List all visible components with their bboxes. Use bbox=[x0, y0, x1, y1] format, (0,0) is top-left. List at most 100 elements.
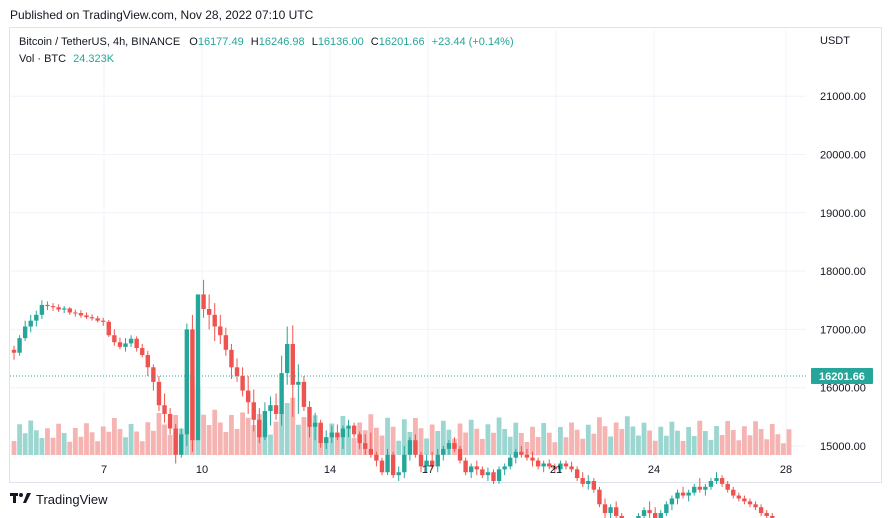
price-tick-label: 15000.00 bbox=[820, 441, 866, 453]
price-axis: 21000.00 20000.00 19000.00 18000.00 17000.00… bbox=[820, 91, 866, 453]
candle-body bbox=[669, 498, 675, 505]
volume-bar bbox=[736, 440, 742, 455]
volume-bar bbox=[507, 436, 513, 455]
candle-body bbox=[491, 472, 496, 481]
time-tick-label: 28 bbox=[780, 464, 792, 476]
volume-bar bbox=[134, 431, 140, 455]
candle-body bbox=[708, 480, 714, 487]
volume-bar bbox=[223, 432, 229, 455]
candle-body bbox=[758, 507, 764, 514]
candle-body bbox=[725, 483, 730, 490]
volume-bar bbox=[351, 437, 357, 455]
candle-body bbox=[89, 317, 95, 319]
candle-body bbox=[245, 390, 251, 403]
candle-body bbox=[524, 454, 530, 458]
volume-bar bbox=[775, 434, 781, 455]
volume-bar bbox=[658, 426, 664, 455]
volume-bar bbox=[758, 429, 764, 455]
volume-bar bbox=[128, 424, 134, 455]
candle-body bbox=[463, 460, 468, 473]
brand-footer[interactable]: TradingView bbox=[10, 492, 108, 507]
price-tick-label: 18000.00 bbox=[820, 266, 866, 278]
candle-body bbox=[50, 306, 56, 308]
time-tick-label: 14 bbox=[324, 464, 336, 476]
candle-body bbox=[563, 463, 569, 467]
last-price-tag bbox=[811, 367, 873, 384]
volume-bar bbox=[268, 434, 273, 455]
volume-bar bbox=[697, 420, 703, 455]
time-tick-label: 7 bbox=[101, 464, 107, 476]
candle-body bbox=[173, 428, 178, 455]
legend-volume: Vol · BTC 24.323K bbox=[19, 53, 114, 65]
candle-body bbox=[719, 478, 725, 484]
candle-body bbox=[569, 466, 574, 470]
candle-body bbox=[45, 304, 50, 307]
volume-bar bbox=[156, 413, 162, 455]
candle-body bbox=[452, 443, 457, 449]
volume-bar bbox=[162, 424, 167, 455]
volume-bar bbox=[111, 418, 117, 455]
volume-bar bbox=[201, 414, 206, 455]
candle-body bbox=[128, 338, 134, 344]
volume-bar bbox=[457, 423, 463, 455]
legend-high-value: 16246.98 bbox=[258, 36, 305, 48]
volume-bar bbox=[764, 439, 770, 455]
candle-body bbox=[257, 419, 262, 438]
volume-bar bbox=[585, 424, 591, 455]
candle-body bbox=[229, 349, 234, 368]
volume-bar bbox=[95, 441, 101, 455]
legend-volume-value: 24.323K bbox=[73, 53, 115, 65]
legend-low-value: 16136.00 bbox=[317, 36, 364, 48]
candle-body bbox=[145, 355, 151, 368]
volume-bar bbox=[11, 441, 17, 455]
candle-body bbox=[212, 314, 217, 327]
grid bbox=[10, 30, 806, 458]
candle-body bbox=[424, 460, 429, 467]
candle-body bbox=[647, 510, 652, 514]
volume-bar bbox=[597, 417, 602, 455]
candle-body bbox=[56, 307, 61, 310]
candle-body bbox=[664, 504, 669, 514]
volume-bar bbox=[385, 417, 390, 455]
candle-body bbox=[301, 381, 307, 407]
candle-body bbox=[418, 454, 424, 467]
published-note: Published on TradingView.com, Nov 28, 20… bbox=[10, 8, 314, 22]
candle-body bbox=[686, 492, 691, 496]
volume-bar bbox=[89, 432, 95, 455]
candle-body bbox=[285, 343, 290, 374]
candle-body bbox=[106, 321, 111, 336]
volume-bar bbox=[106, 431, 112, 455]
volume-bar bbox=[45, 428, 50, 455]
volume-bar bbox=[546, 432, 552, 455]
legend-high-label: H bbox=[250, 36, 259, 48]
legend-close-label: C bbox=[370, 36, 379, 48]
last-price-value: 16201.66 bbox=[819, 371, 865, 383]
candle-body bbox=[195, 294, 201, 441]
volume-bar bbox=[84, 423, 89, 455]
volume-bar bbox=[307, 425, 312, 455]
legend-low-label: L bbox=[311, 36, 318, 48]
candle-body bbox=[652, 513, 658, 518]
candles bbox=[11, 279, 775, 518]
candle-body bbox=[535, 460, 541, 467]
candle-body bbox=[580, 478, 585, 484]
price-tick-label: 17000.00 bbox=[820, 324, 866, 336]
volume-bar bbox=[574, 429, 580, 455]
price-tick-label: 21000.00 bbox=[820, 91, 866, 103]
candle-body bbox=[273, 405, 279, 414]
candle-body bbox=[279, 373, 284, 414]
volume-bar bbox=[334, 433, 340, 455]
candle-body bbox=[140, 348, 145, 356]
volume-bar bbox=[390, 426, 396, 455]
volume-bar bbox=[468, 419, 474, 455]
volume-bar bbox=[284, 403, 290, 455]
candle-body bbox=[39, 304, 45, 315]
volume-bar bbox=[479, 439, 485, 455]
price-tick-label: 20000.00 bbox=[820, 150, 866, 162]
candle-body bbox=[240, 376, 245, 391]
volume-bar bbox=[206, 425, 212, 455]
candle-body bbox=[22, 326, 28, 339]
price-tick-label: 19000.00 bbox=[820, 208, 866, 220]
candle-body bbox=[591, 480, 597, 490]
